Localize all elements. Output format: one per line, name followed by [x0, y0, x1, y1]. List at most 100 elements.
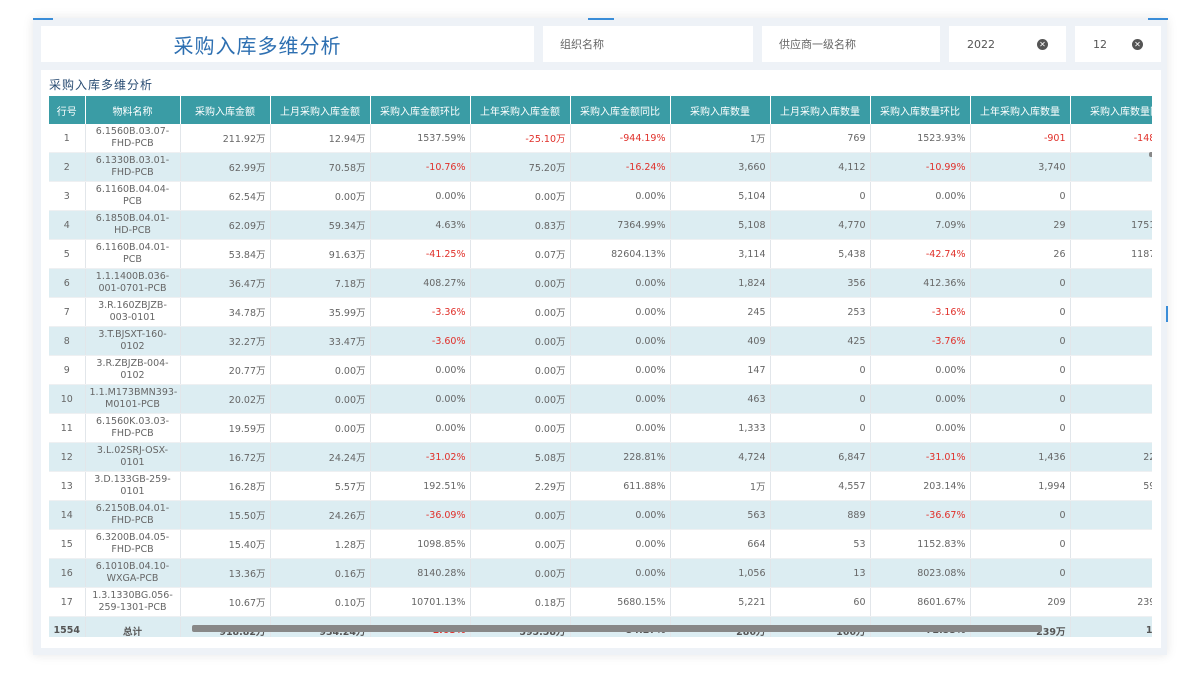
value-cell: 34.78万	[180, 297, 271, 327]
row-number-cell: 5	[49, 239, 86, 269]
value-cell: 0.00%	[870, 384, 971, 414]
table-row[interactable]: 3 6.1160B.04.04-PCB 62.54万 0.00万 0.00% 0.00万 0…	[49, 181, 1152, 211]
horizontal-scrollbar-thumb[interactable]	[192, 625, 1042, 632]
column-header[interactable]: 上年采购入库数量	[970, 96, 1071, 124]
org-filter-input[interactable]: 组织名称	[543, 26, 753, 62]
value-cell: 147	[670, 355, 771, 385]
value-cell: 3,740	[970, 152, 1071, 182]
table-row[interactable]: 6 1.1.1400B.036-001-0701-PCB 36.47万 7.18万 40…	[49, 268, 1152, 298]
value-cell: 26	[970, 239, 1071, 269]
value-cell: 4,557	[770, 471, 871, 501]
material-name-cell: 6.1560K.03.03-FHD-PCB	[85, 413, 181, 443]
value-cell: 0.00%	[570, 529, 671, 559]
value-cell: 0	[770, 355, 871, 385]
value-cell: 2.29万	[470, 471, 571, 501]
row-number-cell: 3	[49, 181, 86, 211]
vertical-scrollbar-thumb[interactable]	[1149, 152, 1152, 157]
value-cell: -25.10万	[470, 124, 571, 153]
value-cell: 12.94万	[270, 124, 371, 153]
table-row[interactable]: 5 6.1160B.04.01-PCB 53.84万 91.63万 -41.25% 0.0…	[49, 239, 1152, 269]
value-cell: 62.99万	[180, 152, 271, 182]
value-cell: 11876.92%	[1070, 239, 1152, 269]
value-cell: -3.36%	[370, 297, 471, 327]
material-name-cell: 3.R.ZBJZB-004-0102	[85, 355, 181, 385]
value-cell: -10.76%	[370, 152, 471, 182]
value-cell: 0.00%	[870, 355, 971, 385]
table-row[interactable]: 1 6.1560B.03.07-FHD-PCB 211.92万 12.94万 1537.…	[49, 124, 1152, 153]
panel-title: 采购入库多维分析	[49, 78, 154, 92]
table-row[interactable]: 13 3.D.133GB-259-0101 16.28万 5.57万 192.51% 2.…	[49, 471, 1152, 501]
column-header[interactable]: 上月采购入库数量	[770, 96, 871, 124]
table-row[interactable]: 7 3.R.160ZBJZB-003-0101 34.78万 35.99万 -3.36%…	[49, 297, 1152, 327]
value-cell: 10701.13%	[370, 587, 471, 617]
column-header[interactable]: 行号	[49, 96, 86, 124]
value-cell: -36.67%	[870, 500, 971, 530]
value-cell: 356	[770, 268, 871, 298]
value-cell: 0.00万	[470, 297, 571, 327]
value-cell: 0.00%	[1070, 529, 1152, 559]
value-cell: 75.20万	[470, 152, 571, 182]
row-number-cell: 2	[49, 152, 86, 182]
value-cell: 60	[770, 587, 871, 617]
table-row[interactable]: 11 6.1560K.03.03-FHD-PCB 19.59万 0.00万 0.00% 0…	[49, 413, 1152, 443]
table-row[interactable]: 12 3.L.02SRJ-OSX-0101 16.72万 24.24万 -31.02% 5…	[49, 442, 1152, 472]
table-row[interactable]: 17 1.3.1330BG.056-259-1301-PCB 10.67万 0.10万…	[49, 587, 1152, 617]
value-cell: 0.00%	[570, 413, 671, 443]
total-cell: 19.36%	[1070, 616, 1152, 637]
column-header[interactable]: 采购入库金额环比	[370, 96, 471, 124]
material-name-cell: 6.1850B.04.01-HD-PCB	[85, 210, 181, 240]
value-cell: 245	[670, 297, 771, 327]
column-header[interactable]: 上年采购入库金额	[470, 96, 571, 124]
column-header[interactable]: 采购入库金额同比	[570, 96, 671, 124]
column-header[interactable]: 采购入库数量同比	[1070, 96, 1152, 124]
value-cell: 7.09%	[870, 210, 971, 240]
table-row[interactable]: 10 1.1.M173BMN393-M0101-PCB 20.02万 0.00万 0.0…	[49, 384, 1152, 414]
supplier-filter-placeholder: 供应商一级名称	[779, 38, 856, 51]
clear-month-icon[interactable]: ✕	[1132, 38, 1143, 50]
value-cell: 0	[970, 529, 1071, 559]
value-cell: 0.00万	[270, 181, 371, 211]
value-cell: -901	[970, 124, 1071, 153]
material-name-cell: 6.1160B.04.04-PCB	[85, 181, 181, 211]
table-row[interactable]: 15 6.3200B.04.05-FHD-PCB 15.40万 1.28万 1098.8…	[49, 529, 1152, 559]
month-select[interactable]: 12 ✕	[1075, 26, 1161, 62]
value-cell: 0.00%	[870, 181, 971, 211]
value-cell: 3,114	[670, 239, 771, 269]
value-cell: 4,770	[770, 210, 871, 240]
table-row[interactable]: 4 6.1850B.04.01-HD-PCB 62.09万 59.34万 4.63% 0.…	[49, 210, 1152, 240]
value-cell: 5,104	[670, 181, 771, 211]
column-header[interactable]: 物料名称	[85, 96, 181, 124]
value-cell: 0	[970, 355, 1071, 385]
table-row[interactable]: 8 3.T.BJSXT-160-0102 32.27万 33.47万 -3.60% 0.0…	[49, 326, 1152, 356]
value-cell: 0	[970, 297, 1071, 327]
value-cell: 0	[970, 326, 1071, 356]
year-select[interactable]: 2022 ✕	[949, 26, 1066, 62]
value-cell: 0.00%	[370, 413, 471, 443]
value-cell: 5680.15%	[570, 587, 671, 617]
table-row[interactable]: 14 6.2150B.04.01-FHD-PCB 15.50万 24.26万 -36.0…	[49, 500, 1152, 530]
column-header[interactable]: 采购入库数量环比	[870, 96, 971, 124]
value-cell: 5,438	[770, 239, 871, 269]
value-cell: 24.24万	[270, 442, 371, 472]
value-cell: 769	[770, 124, 871, 153]
table-row[interactable]: 16 6.1010B.04.10-WXGA-PCB 13.36万 0.16万 8140.…	[49, 558, 1152, 588]
value-cell: 10.67万	[180, 587, 271, 617]
column-header[interactable]: 上月采购入库金额	[270, 96, 371, 124]
value-cell: 0.00%	[1070, 558, 1152, 588]
value-cell: -2.14%	[1070, 152, 1152, 182]
value-cell: 36.47万	[180, 268, 271, 298]
clear-year-icon[interactable]: ✕	[1037, 38, 1048, 50]
column-header[interactable]: 采购入库金额	[180, 96, 271, 124]
supplier-filter-input[interactable]: 供应商一级名称	[762, 26, 940, 62]
value-cell: 0.00万	[470, 326, 571, 356]
material-name-cell: 3.T.BJSXT-160-0102	[85, 326, 181, 356]
value-cell: 1,333	[670, 413, 771, 443]
column-header[interactable]: 采购入库数量	[670, 96, 771, 124]
table-viewport[interactable]: 行号 物料名称 采购入库金额 上月采购入库金额 采购入库金额环比 上年采购入库金额 采购入库…	[49, 96, 1152, 637]
value-cell: 1,436	[970, 442, 1071, 472]
table-row[interactable]: 2 6.1330B.03.01-FHD-PCB 62.99万 70.58万 -10.76…	[49, 152, 1152, 182]
table-row[interactable]: 9 3.R.ZBJZB-004-0102 20.77万 0.00万 0.00% 0.00万…	[49, 355, 1152, 385]
value-cell: -36.09%	[370, 500, 471, 530]
org-filter-placeholder: 组织名称	[560, 38, 604, 51]
value-cell: -31.02%	[370, 442, 471, 472]
